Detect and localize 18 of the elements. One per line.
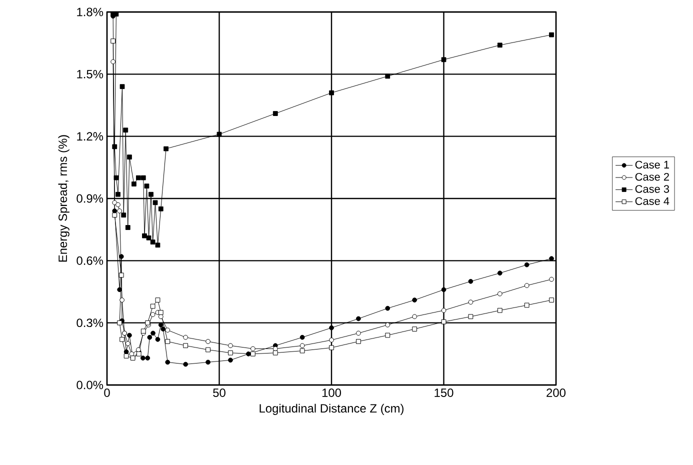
y-tick-label: 0.6%	[76, 256, 104, 265]
legend-label: Case 4	[635, 197, 670, 205]
x-axis-title: Logitudinal Distance Z (cm)	[260, 404, 404, 415]
y-tick-label: 0.0%	[76, 380, 104, 390]
legend-label: Case 1	[635, 160, 669, 169]
y-tick-label: 1.5%	[77, 70, 104, 78]
y-tick-label: 1.2%	[77, 132, 104, 141]
x-tick-label: 150	[434, 388, 454, 397]
x-tick-label: 0	[104, 388, 110, 397]
y-axis-title: Energy Spread, rms (%)	[58, 135, 70, 262]
legend-label: Case 2	[635, 172, 669, 181]
y-tick-label: 1.8%	[77, 8, 104, 16]
x-tick-label: 50	[213, 388, 226, 397]
y-tick-label: 0.9%	[76, 194, 104, 203]
x-tick-label: 200	[546, 388, 566, 397]
legend-label: Case 3	[635, 185, 670, 193]
x-tick-label: 100	[322, 388, 342, 397]
y-tick-label: 0.3%	[76, 318, 104, 328]
